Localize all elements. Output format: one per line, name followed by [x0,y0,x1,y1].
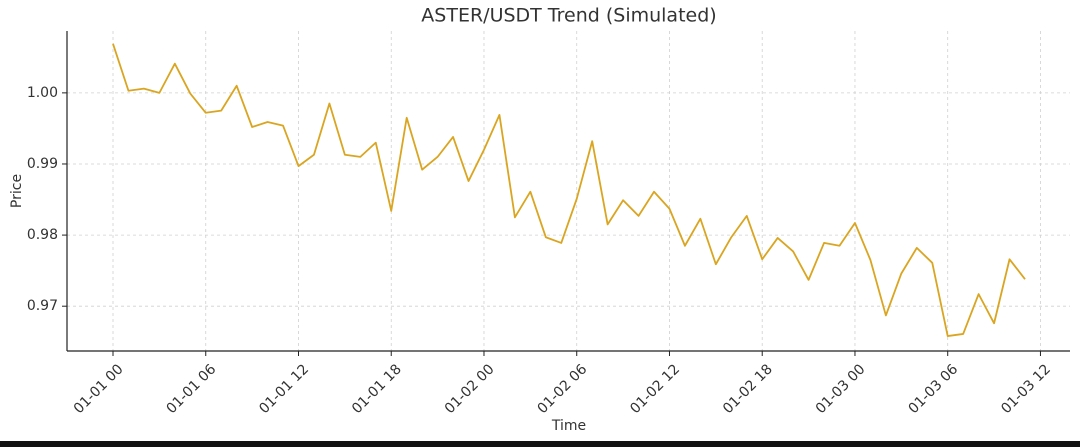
x-tick-label: 01-02 18 [720,361,776,417]
x-tick-label: 01-02 00 [442,361,498,417]
x-tick-label: 01-03 06 [905,361,961,417]
y-axis-label: Price [9,174,25,208]
y-tick-label: 1.00 [27,85,58,101]
x-axis-label: Time [551,418,586,434]
x-tick-label: 01-03 12 [998,361,1054,417]
x-tick-label: 01-02 06 [535,361,591,417]
x-tick-label: 01-01 18 [349,361,405,417]
y-tick-label: 0.98 [27,227,58,243]
x-tick-label: 01-02 12 [627,361,683,417]
bottom-bar [0,441,1080,447]
x-tick-label: 01-01 06 [164,361,220,417]
x-tick-label: 01-01 00 [71,361,127,417]
y-tick-label: 0.99 [27,156,58,172]
x-tick-label: 01-03 00 [813,361,869,417]
y-tick-label: 0.97 [27,298,58,314]
chart-title: ASTER/USDT Trend (Simulated) [421,5,716,27]
x-tick-label: 01-01 12 [256,361,312,417]
price-line [112,43,1026,337]
